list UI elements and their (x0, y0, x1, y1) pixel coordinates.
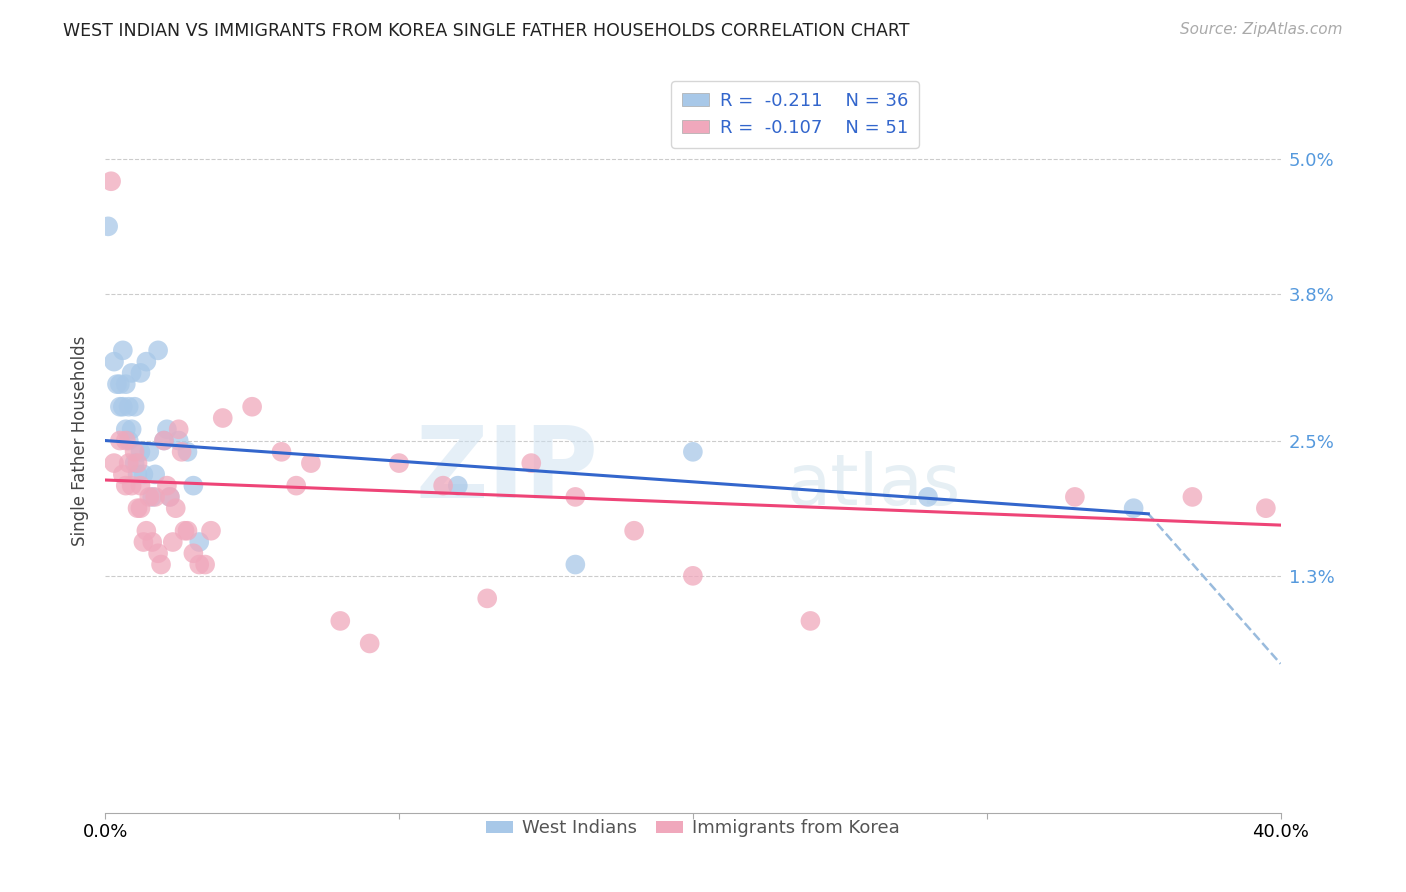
Point (111, 400, 134, 414)
Point (127, 501, 149, 516)
Point (240, 400, 263, 414)
Point (1063, 490, 1085, 504)
Point (564, 490, 586, 504)
Point (170, 445, 193, 459)
Point (564, 558, 586, 572)
Point (100, 174, 122, 188)
Point (173, 524, 195, 538)
Point (121, 366, 143, 380)
Point (159, 490, 181, 504)
Point (1181, 490, 1204, 504)
Point (129, 445, 152, 459)
Point (114, 377, 136, 392)
Point (129, 366, 152, 380)
Point (135, 354, 157, 368)
Point (188, 535, 211, 549)
Point (211, 411, 233, 425)
Point (111, 343, 134, 358)
Point (108, 377, 131, 392)
Point (270, 445, 292, 459)
Point (188, 558, 211, 572)
Point (162, 535, 184, 549)
Point (183, 546, 205, 560)
Point (118, 400, 141, 414)
Point (103, 456, 125, 470)
Point (682, 569, 704, 583)
Point (135, 524, 157, 538)
Point (1254, 501, 1277, 516)
Point (124, 456, 146, 470)
Point (108, 400, 131, 414)
Point (127, 456, 149, 470)
Point (156, 422, 179, 436)
Text: ZIP: ZIP (416, 422, 599, 519)
Point (114, 434, 136, 448)
Point (138, 490, 160, 504)
Point (124, 400, 146, 414)
Point (623, 524, 645, 538)
Point (388, 456, 411, 470)
Point (141, 490, 163, 504)
Point (329, 614, 352, 628)
Point (97, 219, 120, 234)
Point (200, 524, 222, 538)
Point (143, 490, 166, 504)
Point (132, 467, 155, 482)
Point (118, 456, 141, 470)
Point (146, 546, 169, 560)
Point (127, 467, 149, 482)
Text: WEST INDIAN VS IMMIGRANTS FROM KOREA SINGLE FATHER HOUSEHOLDS CORRELATION CHART: WEST INDIAN VS IMMIGRANTS FROM KOREA SIN… (63, 22, 910, 40)
Point (176, 445, 198, 459)
Point (520, 456, 543, 470)
Point (105, 377, 128, 392)
Point (150, 558, 173, 572)
Point (141, 535, 163, 549)
Point (114, 422, 136, 436)
Point (143, 467, 166, 482)
Point (799, 614, 821, 628)
Point (121, 478, 143, 492)
Point (167, 422, 190, 436)
Point (167, 434, 190, 448)
Point (103, 354, 125, 368)
Point (132, 535, 155, 549)
Point (108, 434, 131, 448)
Point (183, 478, 205, 492)
Point (194, 558, 217, 572)
Point (359, 636, 381, 650)
Point (146, 343, 169, 358)
Point (118, 434, 141, 448)
Point (159, 490, 181, 504)
Point (111, 467, 134, 482)
Y-axis label: Single Father Households: Single Father Households (72, 335, 89, 546)
Point (124, 445, 146, 459)
Legend: West Indians, Immigrants from Korea: West Indians, Immigrants from Korea (479, 812, 907, 845)
Text: atlas: atlas (787, 450, 962, 520)
Point (153, 434, 176, 448)
Point (299, 456, 322, 470)
Point (129, 501, 152, 516)
Point (153, 434, 176, 448)
Point (682, 445, 704, 459)
Point (1122, 501, 1144, 516)
Point (285, 478, 308, 492)
Point (114, 478, 136, 492)
Point (165, 501, 187, 516)
Point (477, 591, 499, 606)
Point (129, 478, 152, 492)
Point (138, 445, 160, 459)
Point (432, 478, 454, 492)
Point (121, 422, 143, 436)
Point (447, 478, 470, 492)
Text: Source: ZipAtlas.com: Source: ZipAtlas.com (1180, 22, 1343, 37)
Point (917, 490, 939, 504)
Point (176, 524, 198, 538)
Point (156, 478, 179, 492)
